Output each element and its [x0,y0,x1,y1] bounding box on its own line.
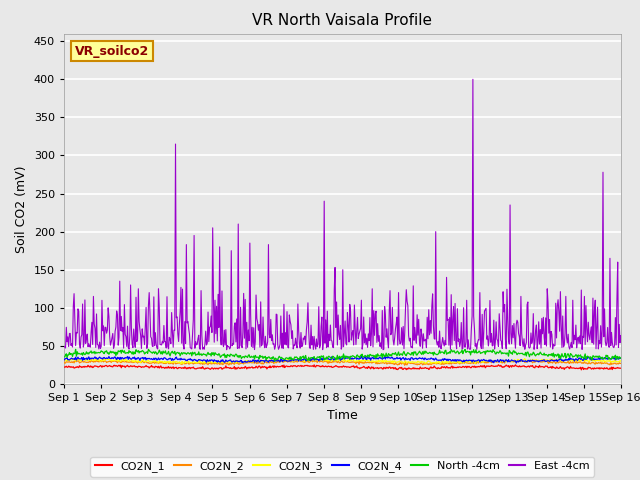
Text: VR_soilco2: VR_soilco2 [75,45,149,58]
Title: VR North Vaisala Profile: VR North Vaisala Profile [252,13,433,28]
X-axis label: Time: Time [327,408,358,421]
Legend: CO2N_1, CO2N_2, CO2N_3, CO2N_4, North -4cm, East -4cm: CO2N_1, CO2N_2, CO2N_3, CO2N_4, North -4… [90,457,595,477]
Y-axis label: Soil CO2 (mV): Soil CO2 (mV) [15,165,28,252]
